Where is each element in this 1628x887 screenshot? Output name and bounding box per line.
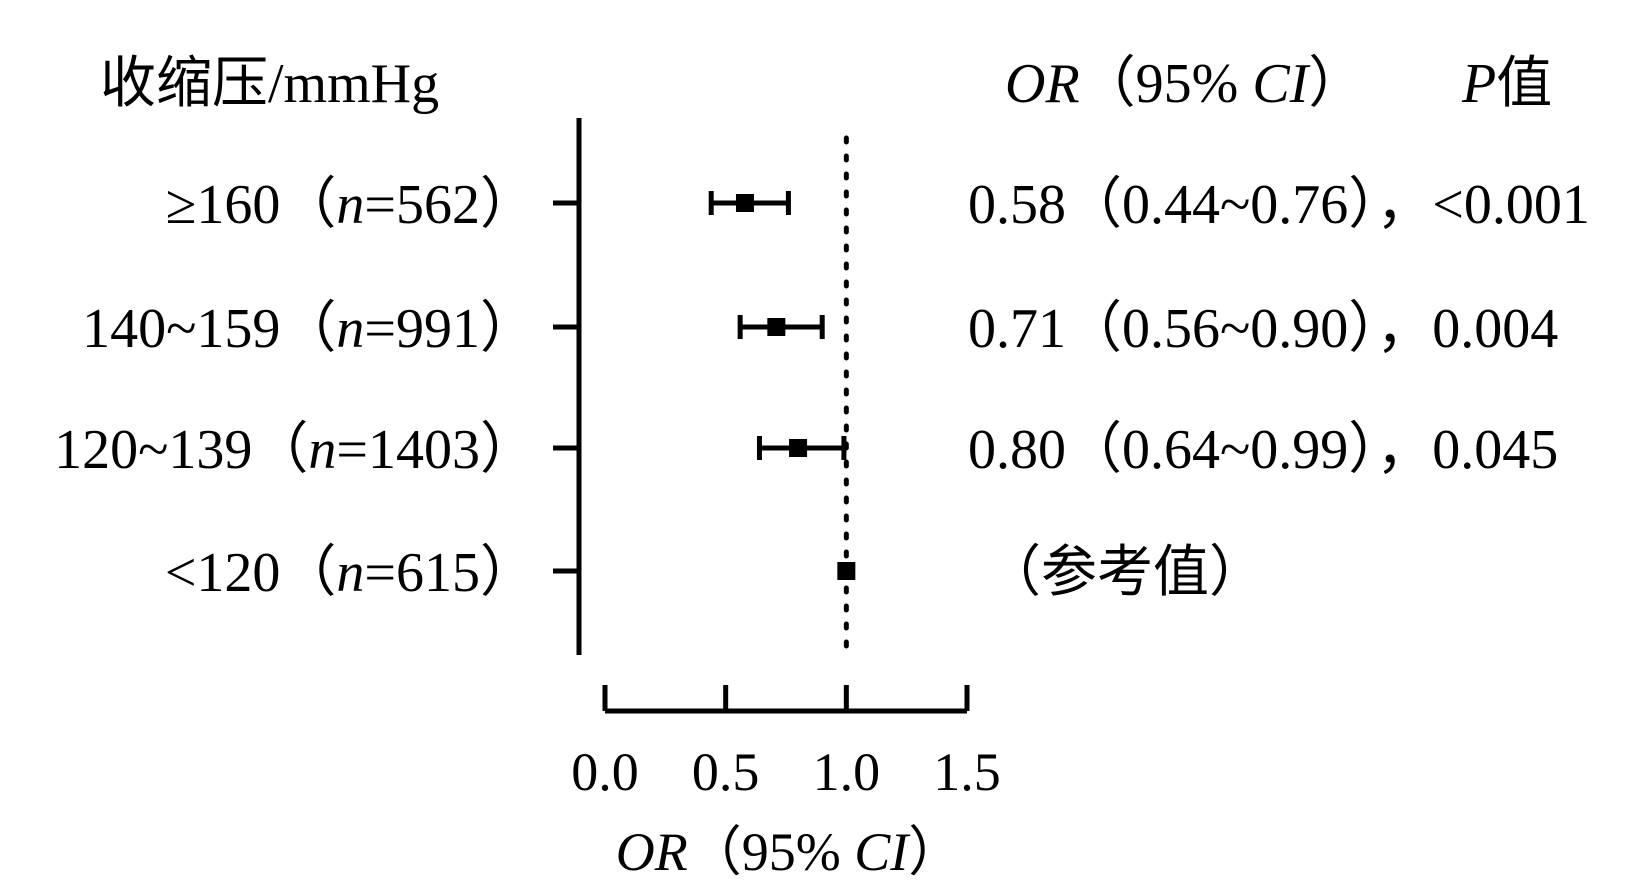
x-label-paren-open: （95%: [688, 822, 854, 882]
or-ci-header: OR（95% CI）: [1005, 53, 1364, 115]
row-count-3: =615）: [364, 542, 536, 604]
p-value-header: P值: [1461, 53, 1552, 115]
row-group-0: ≥160（: [166, 174, 337, 236]
x-tick-label-1: 0.5: [692, 742, 760, 802]
row-group-1: 140~159（: [82, 298, 336, 360]
row-group-3: <120（: [165, 542, 337, 604]
row-header: 收缩压/mmHg: [100, 53, 439, 115]
x-label-ci: CI: [854, 822, 911, 882]
x-tick-label-0: 0.0: [571, 742, 639, 802]
row-label-2: 120~139（n=1403）: [54, 419, 536, 481]
result-text-3: （参考值）: [985, 542, 1265, 604]
result-text-2: 0.80（0.64~0.99），0.045: [968, 419, 1558, 481]
p-header-p: P: [1461, 53, 1496, 115]
row-count-2: =1403）: [336, 419, 536, 481]
row-label-0: ≥160（n=562）: [166, 174, 536, 236]
x-tick-label-2: 1.0: [813, 742, 881, 802]
row-n-0: n: [336, 174, 364, 236]
or-header-paren-open: （95%: [1080, 53, 1253, 115]
point-estimate-1: [767, 318, 786, 336]
or-header-or: OR: [1005, 53, 1080, 115]
point-estimate-2: [789, 439, 808, 457]
x-axis-label: OR（95% CI）: [616, 822, 962, 882]
row-n-2: n: [308, 419, 336, 481]
row-n-1: n: [336, 298, 364, 360]
x-tick-label-3: 1.5: [933, 742, 1001, 802]
x-ticks-group: 0.0 0.5 1.0 1.5: [571, 685, 1001, 802]
row-count-0: =562）: [364, 174, 536, 236]
result-text-1: 0.71（0.56~0.90），0.004: [968, 298, 1558, 360]
or-header-paren-close: ）: [1308, 53, 1364, 115]
point-estimate-0: [735, 194, 754, 212]
or-header-ci: CI: [1252, 53, 1310, 115]
row-group-2: 120~139（: [54, 419, 308, 481]
x-label-paren-close: ）: [908, 822, 962, 882]
row-label-1: 140~159（n=991）: [82, 298, 536, 360]
row-n-3: n: [336, 542, 364, 604]
p-header-rest: 值: [1496, 53, 1552, 115]
rows-group: ≥160（n=562） 0.58（0.44~0.76），<0.001140~159…: [54, 174, 1590, 604]
result-text-0: 0.58（0.44~0.76），<0.001: [968, 174, 1590, 236]
row-label-3: <120（n=615）: [165, 542, 536, 604]
row-count-1: =991）: [364, 298, 536, 360]
x-label-or: OR: [616, 822, 688, 882]
